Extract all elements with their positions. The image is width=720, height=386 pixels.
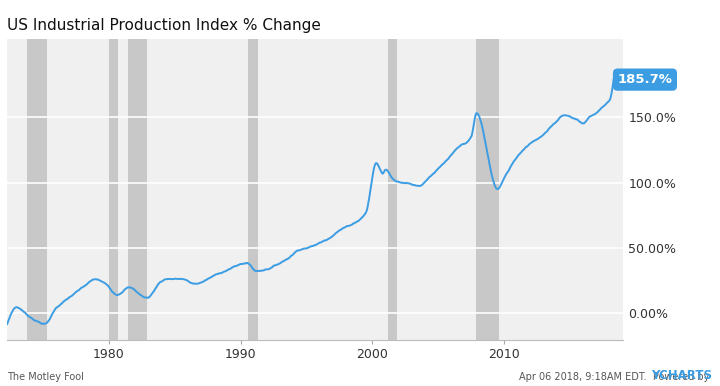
Bar xyxy=(128,39,147,340)
Text: US Industrial Production Index % Change: US Industrial Production Index % Change xyxy=(7,18,321,33)
Text: YCHARTS: YCHARTS xyxy=(651,369,712,382)
Bar xyxy=(109,39,118,340)
Text: 185.7%: 185.7% xyxy=(618,73,672,86)
Bar xyxy=(477,39,499,340)
Bar xyxy=(388,39,397,340)
Text: The Motley Fool: The Motley Fool xyxy=(7,372,84,382)
Text: Apr 06 2018, 9:18AM EDT.  Powered by: Apr 06 2018, 9:18AM EDT. Powered by xyxy=(519,372,713,382)
Bar xyxy=(248,39,258,340)
Bar xyxy=(27,39,47,340)
